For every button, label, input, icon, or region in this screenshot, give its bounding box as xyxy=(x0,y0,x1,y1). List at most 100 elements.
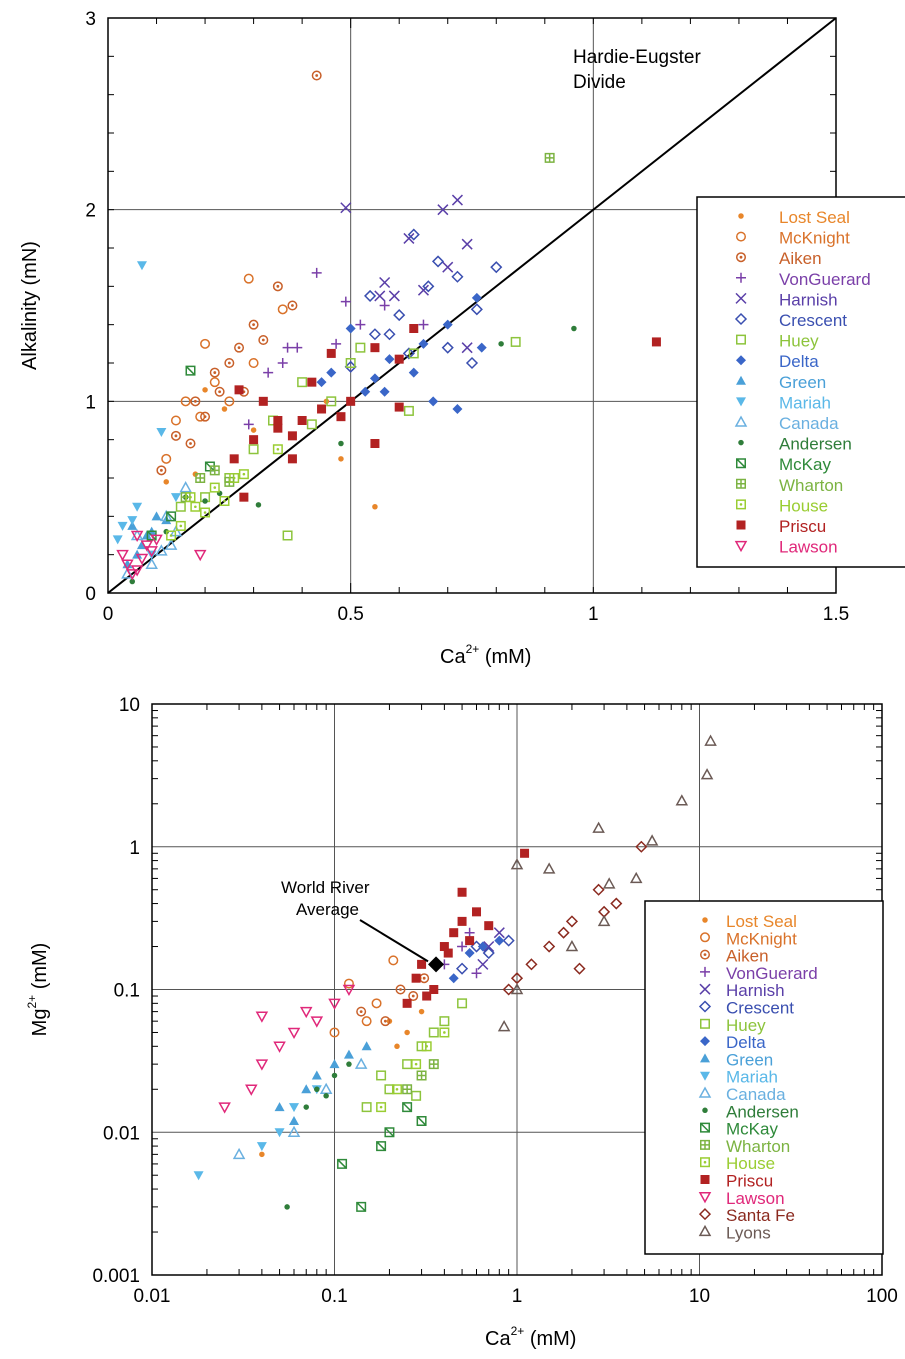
chart1-point-center xyxy=(213,486,217,489)
chart1-legend-box xyxy=(696,196,905,568)
chart1-point xyxy=(383,328,396,341)
chart2-point xyxy=(416,1115,427,1126)
chart1-series-huey xyxy=(175,336,521,541)
chart1-point xyxy=(175,501,186,512)
chart1-point xyxy=(129,578,136,585)
chart2-series-harnish xyxy=(477,927,505,970)
chart2-point xyxy=(429,985,439,994)
chart2-point xyxy=(395,984,406,995)
chart2-point xyxy=(502,934,515,947)
chart2-point xyxy=(287,1027,301,1040)
chart2-point xyxy=(274,1102,285,1112)
chart1-point-box xyxy=(272,444,283,455)
chart2-legend-symbol xyxy=(700,932,710,943)
chart2-point xyxy=(610,897,623,910)
chart1-legend-symbol-box xyxy=(736,499,746,510)
chart2-point xyxy=(421,1041,432,1052)
chart1-point-ring xyxy=(190,396,201,407)
chart2-point xyxy=(259,1151,265,1158)
chart2-legend-label: Crescent xyxy=(726,999,794,1018)
chart1-point xyxy=(409,324,419,333)
chart2-point xyxy=(329,1059,340,1069)
chart2-series-lyons xyxy=(497,734,717,1032)
chart2-legend-symbol-box xyxy=(700,1157,710,1168)
chart2-point xyxy=(483,940,495,953)
chart1-point xyxy=(195,473,206,483)
chart2-x-tick-label: 1 xyxy=(512,1286,523,1307)
chart2-series-lawson xyxy=(218,984,356,1114)
chart1-point-ring xyxy=(185,438,196,449)
chart2-point-box xyxy=(376,1102,387,1113)
chart2-legend-label: Santa Fe xyxy=(726,1206,795,1225)
chart2-point xyxy=(416,1041,427,1052)
chart1-point xyxy=(431,255,445,268)
chart2-point xyxy=(543,940,556,953)
chart1-point-box xyxy=(209,482,220,493)
chart1-point xyxy=(338,440,344,447)
chart2-point-center xyxy=(395,1087,399,1091)
chart1-legend-label: Lawson xyxy=(779,538,838,557)
chart1-legend-label: Green xyxy=(779,373,826,392)
chart1-legend-symbol xyxy=(734,312,748,326)
chart1-point xyxy=(132,502,143,512)
chart2-point xyxy=(449,928,459,938)
chart1-point xyxy=(490,261,503,274)
chart2-legend-symbol xyxy=(698,1000,712,1013)
chart1-point-center xyxy=(227,361,231,365)
chart1-divide-label-2: Divide xyxy=(573,72,626,93)
chart1-legend-symbol xyxy=(734,540,748,553)
chart2-legend-symbol xyxy=(700,966,710,977)
chart2-point xyxy=(274,1128,285,1138)
chart1-y-axis-label-base: Alkalinity (mN) xyxy=(19,241,41,370)
chart1-point xyxy=(248,319,259,330)
chart2-point xyxy=(417,959,427,969)
chart1-point xyxy=(461,238,473,250)
chart1-point xyxy=(219,496,230,506)
chart1-legend-label: McKay xyxy=(779,455,831,474)
chart2-point xyxy=(402,1084,413,1095)
chart2-legend-symbol xyxy=(700,1053,710,1063)
chart2-point xyxy=(457,941,468,952)
chart1-point xyxy=(461,342,473,354)
chart2-point xyxy=(193,1171,204,1181)
chart1-x-tick-label: 1.5 xyxy=(823,604,849,625)
chart1-point xyxy=(510,336,521,347)
chart1-point xyxy=(307,377,317,387)
chart2-series-delta xyxy=(448,935,505,984)
chart1-point xyxy=(234,342,245,353)
chart1-point xyxy=(209,367,220,378)
chart1-x-tick-label: 0 xyxy=(103,604,114,625)
chart2-legend-label: Lost Seal xyxy=(726,912,797,931)
chart2-y-tick-label: 0.001 xyxy=(92,1266,140,1287)
chart2-point xyxy=(477,958,489,970)
chart2-legend-symbol xyxy=(700,1139,710,1150)
chart2-point xyxy=(301,1084,312,1094)
chart1-x-axis-label: Ca2+ (mM) xyxy=(440,642,531,668)
chart2-point xyxy=(408,991,419,1002)
chart2-legend-symbol xyxy=(698,1086,712,1098)
chart2-legend-label: Green xyxy=(726,1050,773,1069)
chart2-point xyxy=(428,1059,439,1070)
chart1-point xyxy=(156,428,167,437)
chart2-point xyxy=(289,1115,300,1125)
chart1-point xyxy=(155,544,168,556)
chart1-point xyxy=(441,341,454,354)
chart2-point xyxy=(439,1016,450,1027)
chart1-point-center xyxy=(232,476,236,480)
chart1-point xyxy=(571,325,577,332)
chart1-point xyxy=(170,493,181,503)
chart1-x-tick-label: 1 xyxy=(588,604,599,625)
chart1-point xyxy=(442,319,453,330)
chart2-point xyxy=(565,915,578,928)
chart1-point-box xyxy=(166,530,177,541)
chart1-point-box xyxy=(229,473,240,483)
chart2-x-tick-label: 0.01 xyxy=(134,1286,171,1307)
chart2-point xyxy=(411,1059,422,1070)
chart2-legend-box xyxy=(644,900,884,1255)
chart2-legend-symbol xyxy=(700,949,710,960)
chart2-legend-symbol-center xyxy=(703,1160,707,1164)
chart2-legend-label: House xyxy=(726,1154,775,1173)
chart1-point xyxy=(145,557,158,569)
chart1-point xyxy=(121,559,134,571)
chart2-data-points xyxy=(193,734,717,1212)
